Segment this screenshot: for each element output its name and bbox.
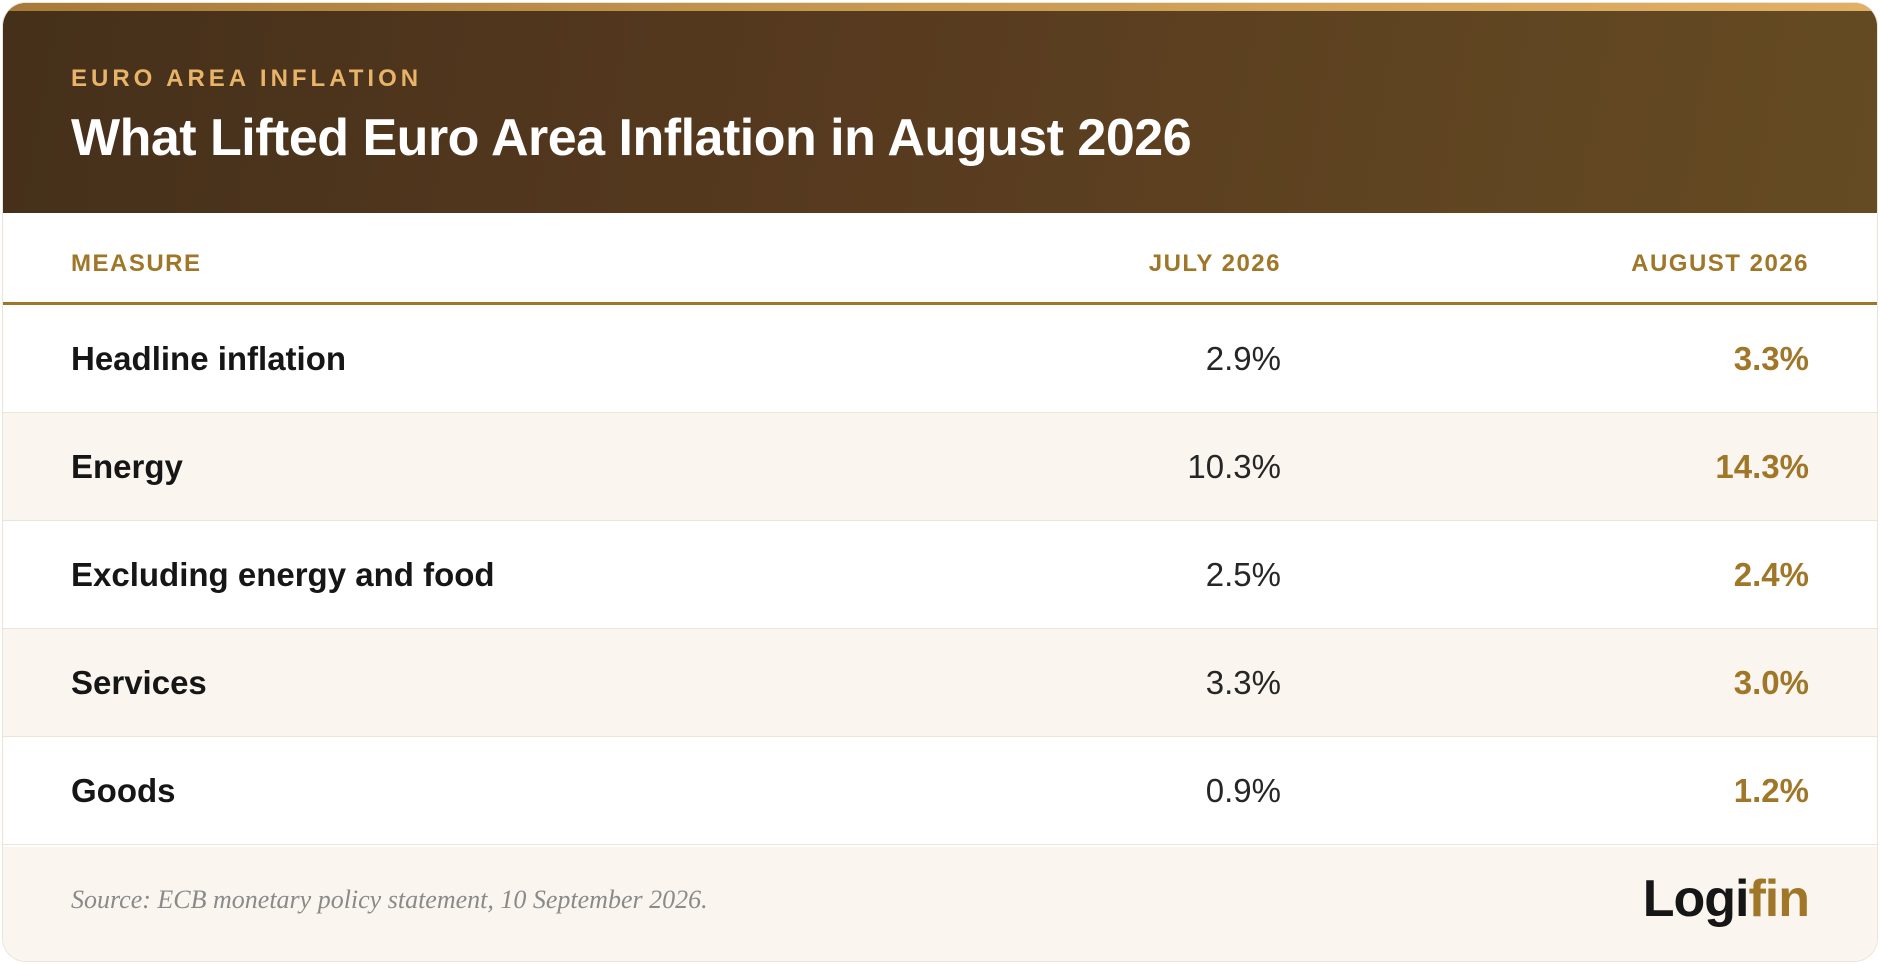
cell-august-value: 2.4%: [1733, 556, 1809, 593]
source-note: Source: ECB monetary policy statement, 1…: [71, 885, 708, 914]
card-header: EURO AREA INFLATION What Lifted Euro Are…: [3, 3, 1877, 213]
table-row: Energy 10.3% 14.3%: [3, 413, 1877, 521]
cell-july-value: 2.9%: [1205, 340, 1281, 377]
cell-measure: Headline inflation: [71, 340, 347, 377]
table-header-row: MEASURE JULY 2026 AUGUST 2026: [3, 213, 1877, 305]
cell-july-value: 0.9%: [1205, 772, 1281, 809]
logo-text-part1: Logi: [1642, 870, 1750, 928]
cell-july-value: 10.3%: [1187, 448, 1281, 485]
table-row: Headline inflation 2.9% 3.3%: [3, 305, 1877, 413]
header-kicker: EURO AREA INFLATION: [71, 65, 423, 92]
cell-measure: Energy: [71, 448, 183, 485]
cell-august-value: 14.3%: [1715, 448, 1809, 485]
card-footer: Source: ECB monetary policy statement, 1…: [3, 847, 1877, 961]
logo-text-part2: fin: [1748, 870, 1810, 928]
table-row: Services 3.3% 3.0%: [3, 629, 1877, 737]
table-body: Headline inflation 2.9% 3.3% Energy 10.3% 14.…: [3, 305, 1877, 845]
column-header-august: AUGUST 2026: [1631, 250, 1809, 277]
cell-august-value: 3.0%: [1733, 664, 1809, 701]
cell-measure: Services: [71, 664, 207, 701]
table-row: Excluding energy and food 2.5% 2.4%: [3, 521, 1877, 629]
inflation-table: MEASURE JULY 2026 AUGUST 2026 Headline i…: [3, 213, 1877, 845]
cell-measure: Goods: [71, 772, 176, 809]
cell-measure: Excluding energy and food: [71, 556, 495, 593]
page-title: What Lifted Euro Area Inflation in Augus…: [71, 109, 1192, 167]
logifin-logo: Logifin: [1642, 869, 1810, 929]
column-header-measure: MEASURE: [71, 250, 202, 277]
cell-august-value: 3.3%: [1733, 340, 1809, 377]
header-accent-line: [3, 3, 1877, 11]
cell-august-value: 1.2%: [1733, 772, 1809, 809]
cell-july-value: 2.5%: [1205, 556, 1281, 593]
table-row: Goods 0.9% 1.2%: [3, 737, 1877, 845]
cell-july-value: 3.3%: [1205, 664, 1281, 701]
column-header-july: JULY 2026: [1148, 250, 1281, 277]
